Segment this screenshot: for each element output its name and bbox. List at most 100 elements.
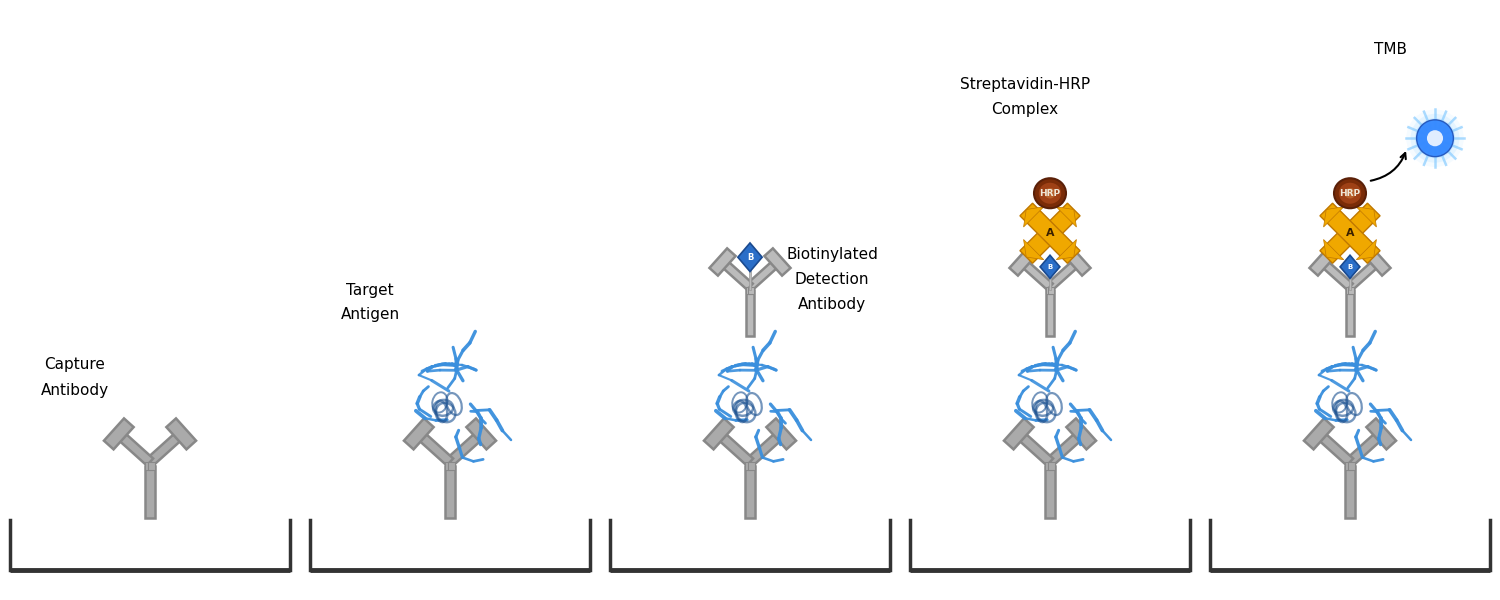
Polygon shape xyxy=(1320,259,1353,290)
Ellipse shape xyxy=(1414,118,1455,158)
Polygon shape xyxy=(766,418,796,449)
Ellipse shape xyxy=(1344,188,1356,199)
Polygon shape xyxy=(738,243,762,272)
Text: Streptavidin-HRP: Streptavidin-HRP xyxy=(960,77,1090,92)
Bar xyxy=(446,466,454,518)
Polygon shape xyxy=(1356,239,1377,260)
Polygon shape xyxy=(1065,248,1090,275)
Text: HRP: HRP xyxy=(1340,189,1360,198)
Bar xyxy=(1048,462,1054,470)
Polygon shape xyxy=(1020,259,1053,290)
Bar xyxy=(748,287,754,294)
Polygon shape xyxy=(1323,239,1344,260)
Bar xyxy=(1348,268,1352,290)
Polygon shape xyxy=(720,259,753,290)
Bar xyxy=(146,462,152,470)
Polygon shape xyxy=(404,418,433,449)
Polygon shape xyxy=(1047,430,1084,466)
Polygon shape xyxy=(716,430,753,466)
Polygon shape xyxy=(1056,239,1077,260)
Polygon shape xyxy=(747,430,784,466)
Polygon shape xyxy=(710,248,735,275)
Polygon shape xyxy=(1023,239,1044,260)
Polygon shape xyxy=(747,259,780,290)
Polygon shape xyxy=(1023,207,1044,227)
Polygon shape xyxy=(1320,203,1380,263)
Bar xyxy=(1346,287,1352,294)
Bar xyxy=(1346,290,1354,336)
Bar xyxy=(1046,462,1052,470)
Bar xyxy=(448,462,454,470)
Ellipse shape xyxy=(1426,130,1443,146)
Bar xyxy=(746,466,754,518)
Text: TMB: TMB xyxy=(1374,43,1407,58)
Text: Antibody: Antibody xyxy=(40,383,110,397)
Bar xyxy=(1346,466,1354,518)
Polygon shape xyxy=(1304,418,1334,449)
Polygon shape xyxy=(1310,248,1335,275)
Text: A: A xyxy=(1346,228,1354,238)
Bar xyxy=(1048,268,1052,290)
Text: Antigen: Antigen xyxy=(340,307,399,323)
Bar xyxy=(748,268,752,290)
Bar xyxy=(1046,466,1054,518)
Ellipse shape xyxy=(1410,114,1460,163)
Ellipse shape xyxy=(1419,122,1450,154)
Polygon shape xyxy=(1356,207,1377,227)
Polygon shape xyxy=(447,430,485,466)
Text: B: B xyxy=(747,253,753,262)
Polygon shape xyxy=(1016,430,1053,466)
Ellipse shape xyxy=(1340,183,1360,204)
Polygon shape xyxy=(1020,203,1080,263)
Polygon shape xyxy=(1366,418,1396,449)
Polygon shape xyxy=(104,418,134,449)
Text: Capture: Capture xyxy=(45,358,105,373)
Polygon shape xyxy=(1056,207,1077,227)
Polygon shape xyxy=(147,430,184,466)
Text: B: B xyxy=(1047,264,1053,270)
Bar xyxy=(1348,462,1354,470)
Polygon shape xyxy=(1340,255,1360,278)
Bar xyxy=(146,466,154,518)
Ellipse shape xyxy=(1034,178,1066,208)
Polygon shape xyxy=(1047,259,1080,290)
Bar xyxy=(746,462,752,470)
Polygon shape xyxy=(1316,430,1353,466)
Polygon shape xyxy=(166,418,196,449)
Text: B: B xyxy=(1347,264,1353,270)
Polygon shape xyxy=(1347,259,1380,290)
Ellipse shape xyxy=(1044,188,1056,199)
Bar xyxy=(1046,290,1054,336)
Bar xyxy=(446,462,452,470)
Polygon shape xyxy=(704,418,734,449)
Polygon shape xyxy=(765,248,790,275)
Text: HRP: HRP xyxy=(1040,189,1060,198)
Bar xyxy=(1348,287,1354,294)
Bar xyxy=(746,290,754,336)
Polygon shape xyxy=(1040,255,1060,278)
Polygon shape xyxy=(1020,203,1080,263)
Bar xyxy=(148,462,154,470)
Polygon shape xyxy=(1323,207,1344,227)
Polygon shape xyxy=(466,418,496,449)
Polygon shape xyxy=(1004,418,1034,449)
Text: Detection: Detection xyxy=(795,272,870,287)
Ellipse shape xyxy=(1416,120,1454,157)
Ellipse shape xyxy=(1407,109,1464,167)
Text: Target: Target xyxy=(346,283,394,298)
Text: Antibody: Antibody xyxy=(798,298,865,313)
Bar xyxy=(748,462,754,470)
Ellipse shape xyxy=(1040,183,1060,204)
Bar xyxy=(1346,462,1352,470)
Ellipse shape xyxy=(1334,178,1366,208)
Text: Biotinylated: Biotinylated xyxy=(786,247,877,263)
Polygon shape xyxy=(1365,248,1390,275)
Bar xyxy=(1048,287,1054,294)
Polygon shape xyxy=(1010,248,1035,275)
Bar xyxy=(1046,287,1052,294)
Text: Complex: Complex xyxy=(992,103,1059,118)
Bar xyxy=(746,287,752,294)
Polygon shape xyxy=(116,430,153,466)
Text: A: A xyxy=(1046,228,1054,238)
Polygon shape xyxy=(1347,430,1384,466)
